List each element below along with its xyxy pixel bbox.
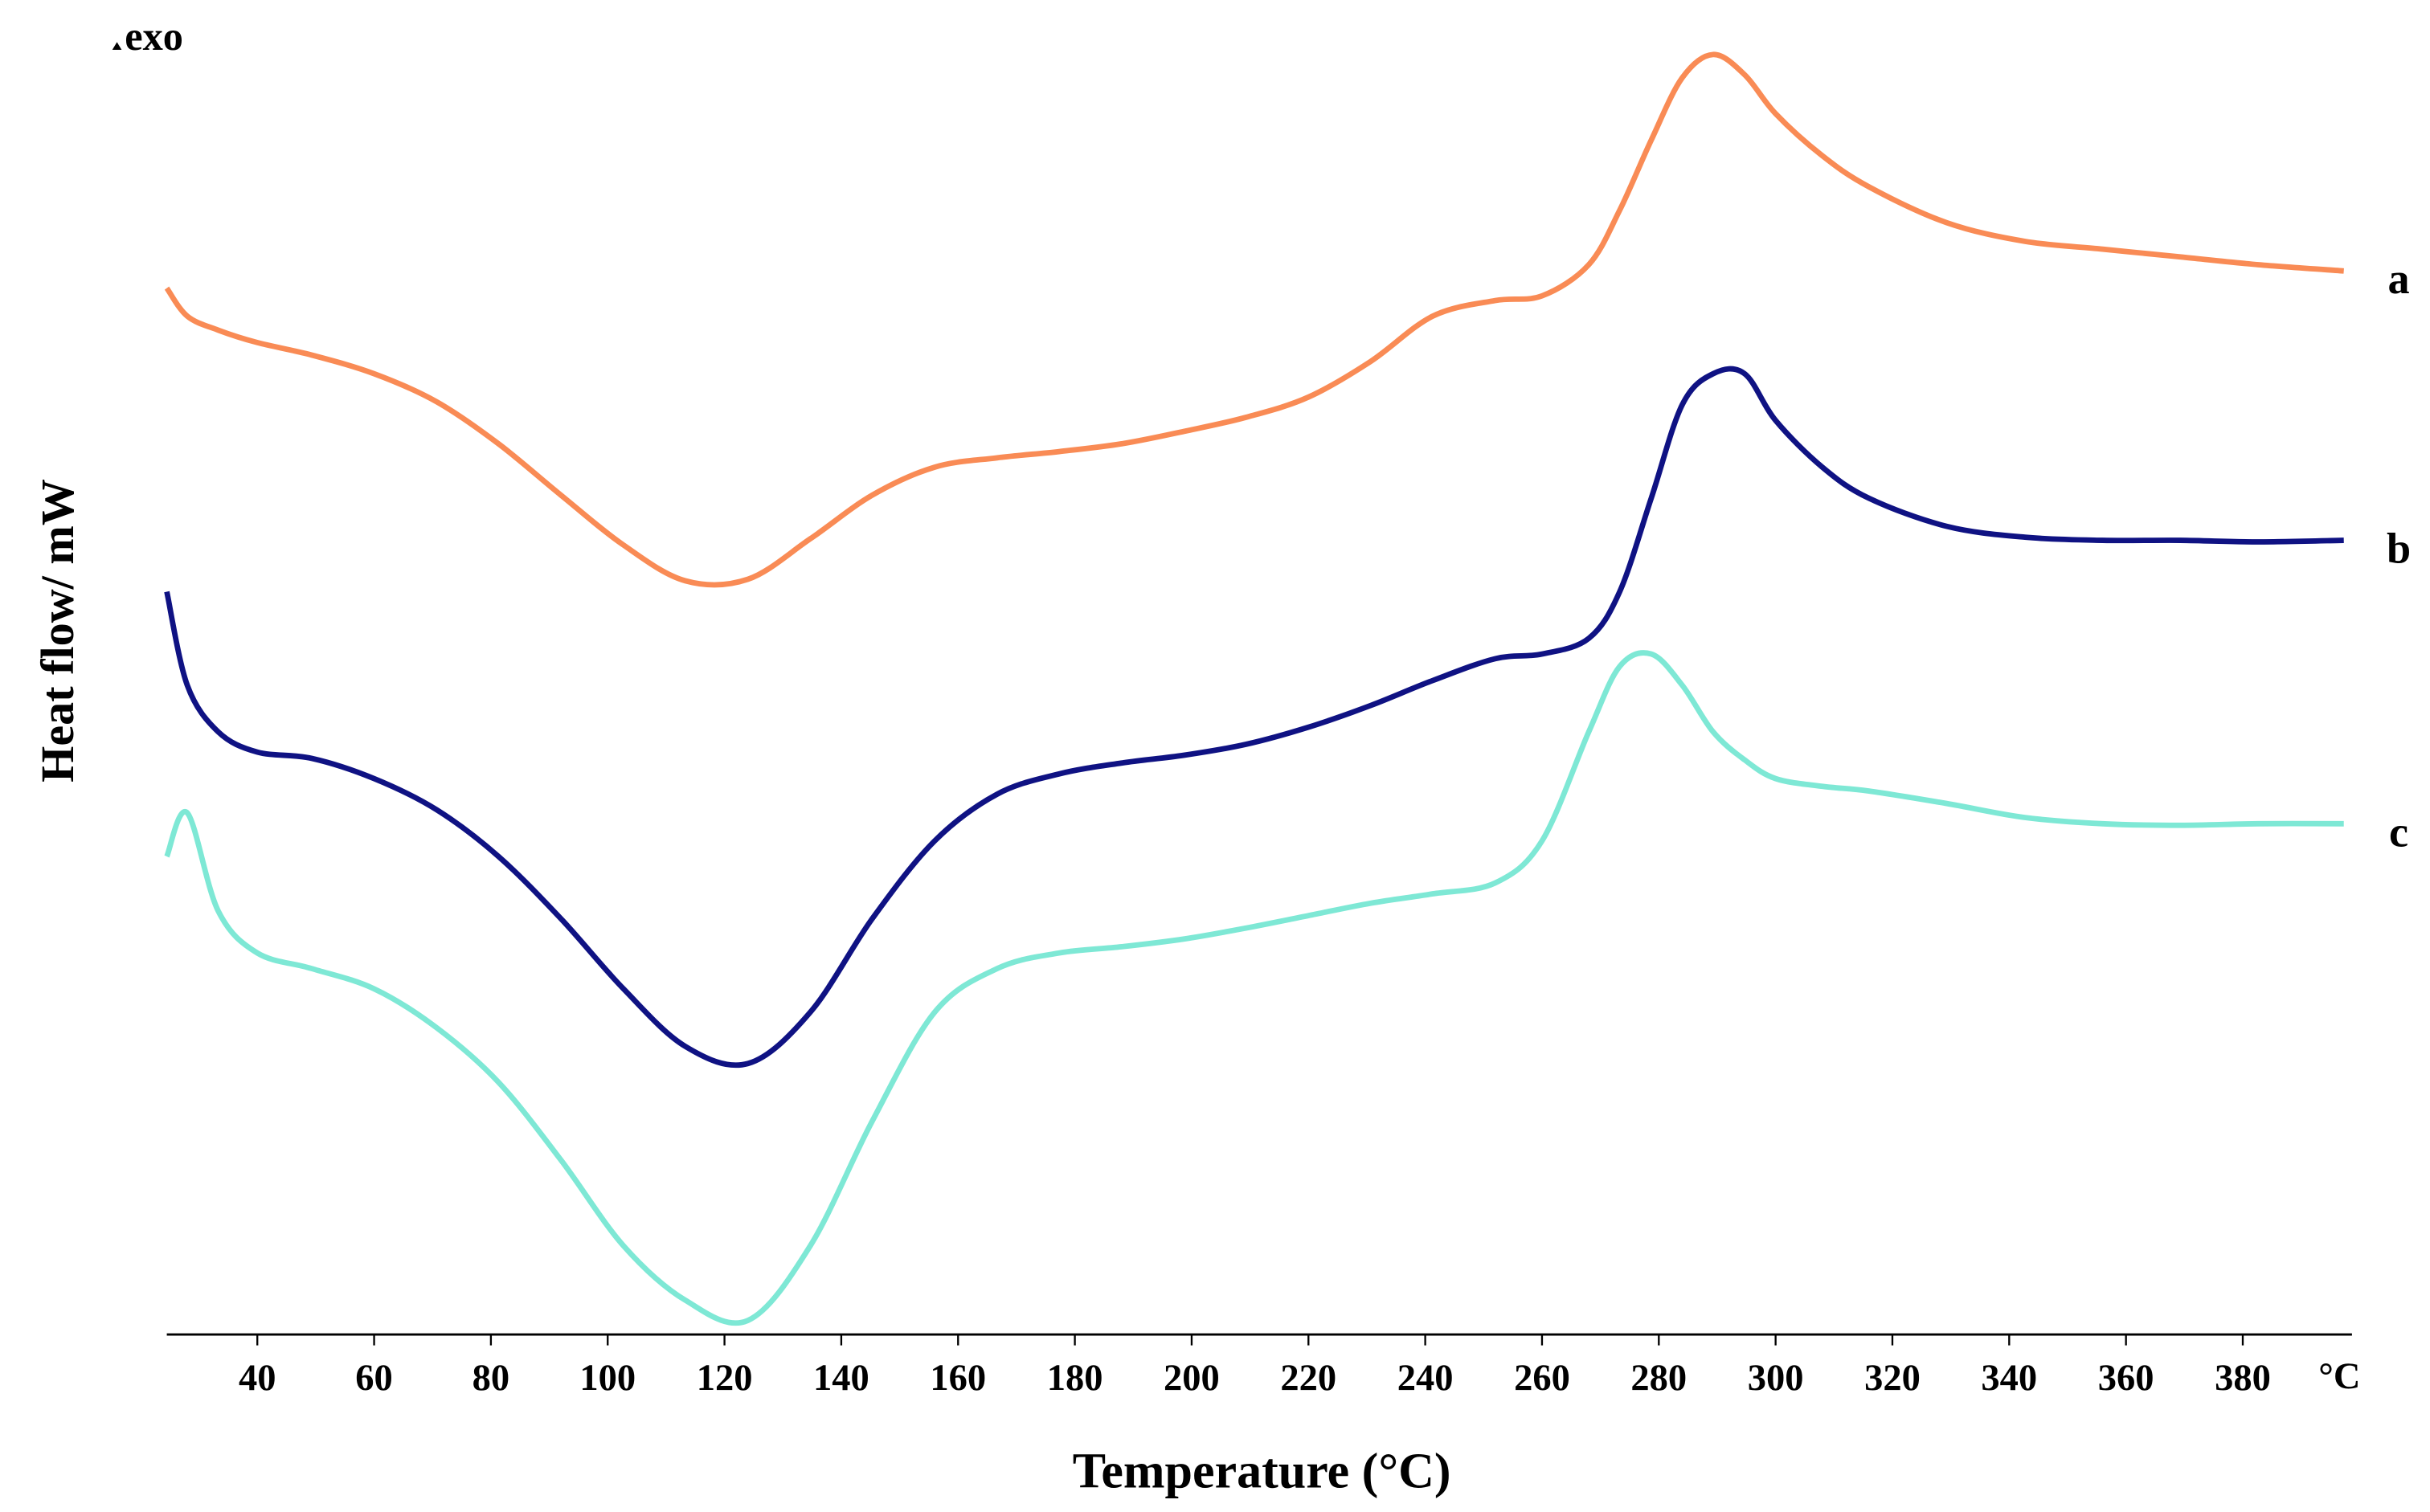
series-line [164, 51, 2344, 588]
x-tick-label: 140 [813, 1358, 869, 1399]
x-tick-label: 80 [472, 1358, 510, 1399]
x-tick-label: 380 [2215, 1358, 2271, 1399]
x-tick-label: 300 [1748, 1358, 1804, 1399]
series-label: c [2389, 807, 2408, 856]
chart-title: exo [125, 14, 183, 59]
x-tick-label: 160 [930, 1358, 986, 1399]
exo-arrow [112, 42, 122, 51]
x-tick-label: 260 [1514, 1358, 1570, 1399]
x-tick-label: 120 [697, 1358, 753, 1399]
x-unit-label: °C [2318, 1356, 2360, 1397]
x-axis-label: Temperature (°C) [1073, 1445, 1451, 1499]
y-axis-label: Heat flow/ mW [31, 479, 84, 783]
x-tick-label: 220 [1280, 1358, 1336, 1399]
x-tick-label: 40 [239, 1358, 276, 1399]
x-tick-label: 320 [1864, 1358, 1921, 1399]
x-tick-label: 340 [1981, 1358, 2037, 1399]
x-tick-label: 180 [1047, 1358, 1103, 1399]
series-line [164, 366, 2344, 1069]
series-label: b [2387, 525, 2411, 573]
x-tick-label: 100 [579, 1358, 636, 1399]
x-tick-label: 200 [1164, 1358, 1220, 1399]
series-line [164, 650, 2344, 1326]
x-tick-label: 280 [1630, 1358, 1687, 1399]
x-tick-label: 360 [2098, 1358, 2154, 1399]
x-tick-label: 240 [1397, 1358, 1454, 1399]
x-tick-label: 60 [355, 1358, 393, 1399]
series-label: a [2387, 255, 2409, 303]
